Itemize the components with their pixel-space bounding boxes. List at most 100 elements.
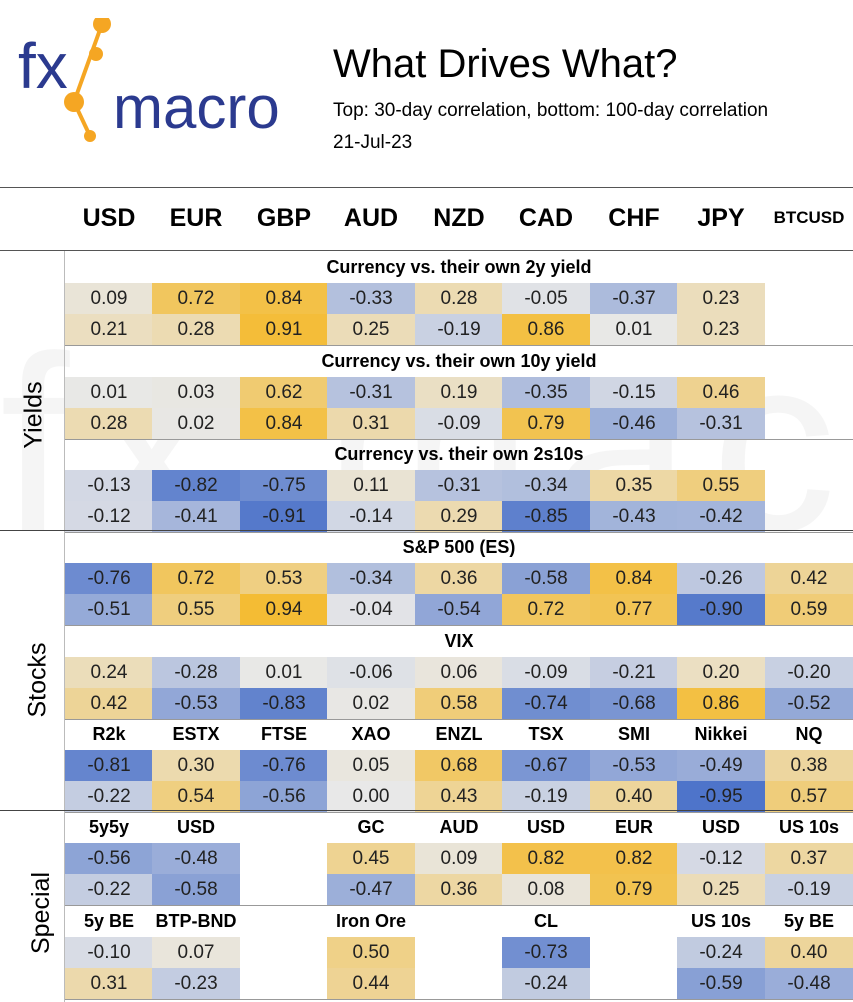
corr-30d-cell: -0.13: [65, 470, 153, 501]
corr-30d-cell: -0.33: [327, 283, 415, 314]
corr-100d-cell: 0.72: [502, 594, 590, 625]
row-label: ENZL: [435, 724, 483, 744]
corr-100d-cell: 0.58: [415, 688, 503, 719]
corr-30d-cell: [765, 377, 853, 408]
corr-30d-cell: 0.03: [152, 377, 240, 408]
corr-30d-cell: 0.23: [677, 283, 765, 314]
row-label: [240, 906, 328, 936]
corr-30d-cell: [765, 470, 853, 501]
corr-100d-cell: 0.02: [327, 688, 415, 719]
corr-30d-cell: 0.72: [152, 283, 240, 314]
group-label-stocks: Stocks: [23, 642, 52, 718]
corr-30d-cell: 0.40: [765, 937, 853, 968]
corr-30d-cell: 0.30: [152, 750, 240, 781]
corr-30d-cell: -0.31: [327, 377, 415, 408]
corr-30d-cell: 0.55: [677, 470, 765, 501]
corr-100d-cell: -0.09: [415, 408, 503, 439]
corr-30d-cell: -0.06: [327, 657, 415, 688]
corr-100d-cell: -0.12: [65, 501, 153, 532]
corr-30d-cell: 0.38: [765, 750, 853, 781]
corr-100d-cell: -0.41: [152, 501, 240, 532]
corr-30d-cell: -0.15: [590, 377, 678, 408]
corr-30d-cell: -0.12: [677, 843, 765, 874]
row-label: R2k: [92, 724, 126, 744]
corr-30d-cell: 0.62: [240, 377, 328, 408]
corr-100d-cell: 0.43: [415, 781, 503, 812]
section-title: VIX: [444, 631, 474, 651]
corr-100d-cell: 0.36: [415, 874, 503, 905]
corr-30d-cell: -0.20: [765, 657, 853, 688]
row-label: TSX: [528, 724, 564, 744]
corr-100d-cell: -0.43: [590, 501, 678, 532]
column-header-aud: AUD: [343, 204, 399, 232]
corr-30d-cell: -0.28: [152, 657, 240, 688]
row-label: SMI: [617, 724, 650, 744]
corr-30d-cell: -0.67: [502, 750, 590, 781]
column-header-nzd: NZD: [433, 204, 485, 232]
corr-100d-cell: 0.84: [240, 408, 328, 439]
corr-100d-cell: -0.90: [677, 594, 765, 625]
corr-100d-cell: -0.95: [677, 781, 765, 812]
row-label: Iron Ore: [335, 911, 406, 931]
corr-100d-cell: -0.54: [415, 594, 503, 625]
corr-30d-cell: -0.21: [590, 657, 678, 688]
corr-30d-cell: -0.24: [677, 937, 765, 968]
row-label: [590, 906, 678, 936]
corr-30d-cell: -0.05: [502, 283, 590, 314]
corr-100d-cell: [590, 968, 678, 999]
corr-100d-cell: 0.28: [65, 408, 153, 439]
corr-30d-cell: 0.05: [327, 750, 415, 781]
fxmacro-logo: fx macro: [18, 18, 280, 142]
corr-30d-cell: -0.34: [502, 470, 590, 501]
corr-100d-cell: -0.04: [327, 594, 415, 625]
corr-30d-cell: -0.53: [590, 750, 678, 781]
corr-100d-cell: -0.19: [502, 781, 590, 812]
row-label: GC: [357, 817, 385, 837]
corr-100d-cell: -0.91: [240, 501, 328, 532]
corr-100d-cell: [415, 968, 503, 999]
row-label: AUD: [439, 817, 479, 837]
corr-100d-cell: 0.94: [240, 594, 328, 625]
corr-100d-cell: 0.00: [327, 781, 415, 812]
corr-100d-cell: -0.58: [152, 874, 240, 905]
corr-30d-cell: -0.09: [502, 657, 590, 688]
corr-100d-cell: -0.51: [65, 594, 153, 625]
corr-100d-cell: 0.59: [765, 594, 853, 625]
corr-100d-cell: -0.14: [327, 501, 415, 532]
corr-30d-cell: [765, 283, 853, 314]
corr-30d-cell: 0.35: [590, 470, 678, 501]
column-header-eur: EUR: [169, 204, 223, 232]
corr-30d-cell: 0.46: [677, 377, 765, 408]
row-label: USD: [526, 817, 565, 837]
corr-100d-cell: 0.91: [240, 314, 328, 345]
corr-100d-cell: 0.31: [327, 408, 415, 439]
corr-30d-cell: 0.28: [415, 283, 503, 314]
corr-30d-cell: [415, 937, 503, 968]
corr-100d-cell: 0.42: [65, 688, 153, 719]
corr-100d-cell: -0.48: [765, 968, 853, 999]
date-label: 21-Jul-23: [333, 132, 413, 153]
corr-30d-cell: 0.09: [415, 843, 503, 874]
corr-30d-cell: 0.72: [152, 563, 240, 594]
column-header-jpy: JPY: [697, 204, 745, 232]
group-label-special: Special: [27, 872, 55, 954]
corr-100d-cell: 0.28: [152, 314, 240, 345]
corr-30d-cell: 0.84: [590, 563, 678, 594]
column-header-chf: CHF: [608, 204, 660, 232]
corr-30d-cell: -0.26: [677, 563, 765, 594]
corr-100d-cell: -0.83: [240, 688, 328, 719]
corr-100d-cell: 0.86: [677, 688, 765, 719]
corr-30d-cell: 0.01: [240, 657, 328, 688]
corr-100d-cell: 0.21: [65, 314, 153, 345]
row-label: CL: [534, 911, 558, 931]
row-label: USD: [701, 817, 740, 837]
corr-30d-cell: 0.07: [152, 937, 240, 968]
corr-100d-cell: -0.46: [590, 408, 678, 439]
corr-100d-cell: -0.31: [677, 408, 765, 439]
corr-30d-cell: -0.48: [152, 843, 240, 874]
corr-30d-cell: -0.75: [240, 470, 328, 501]
corr-30d-cell: 0.06: [415, 657, 503, 688]
corr-100d-cell: -0.24: [502, 968, 590, 999]
corr-100d-cell: 0.31: [65, 968, 153, 999]
corr-100d-cell: 0.44: [327, 968, 415, 999]
